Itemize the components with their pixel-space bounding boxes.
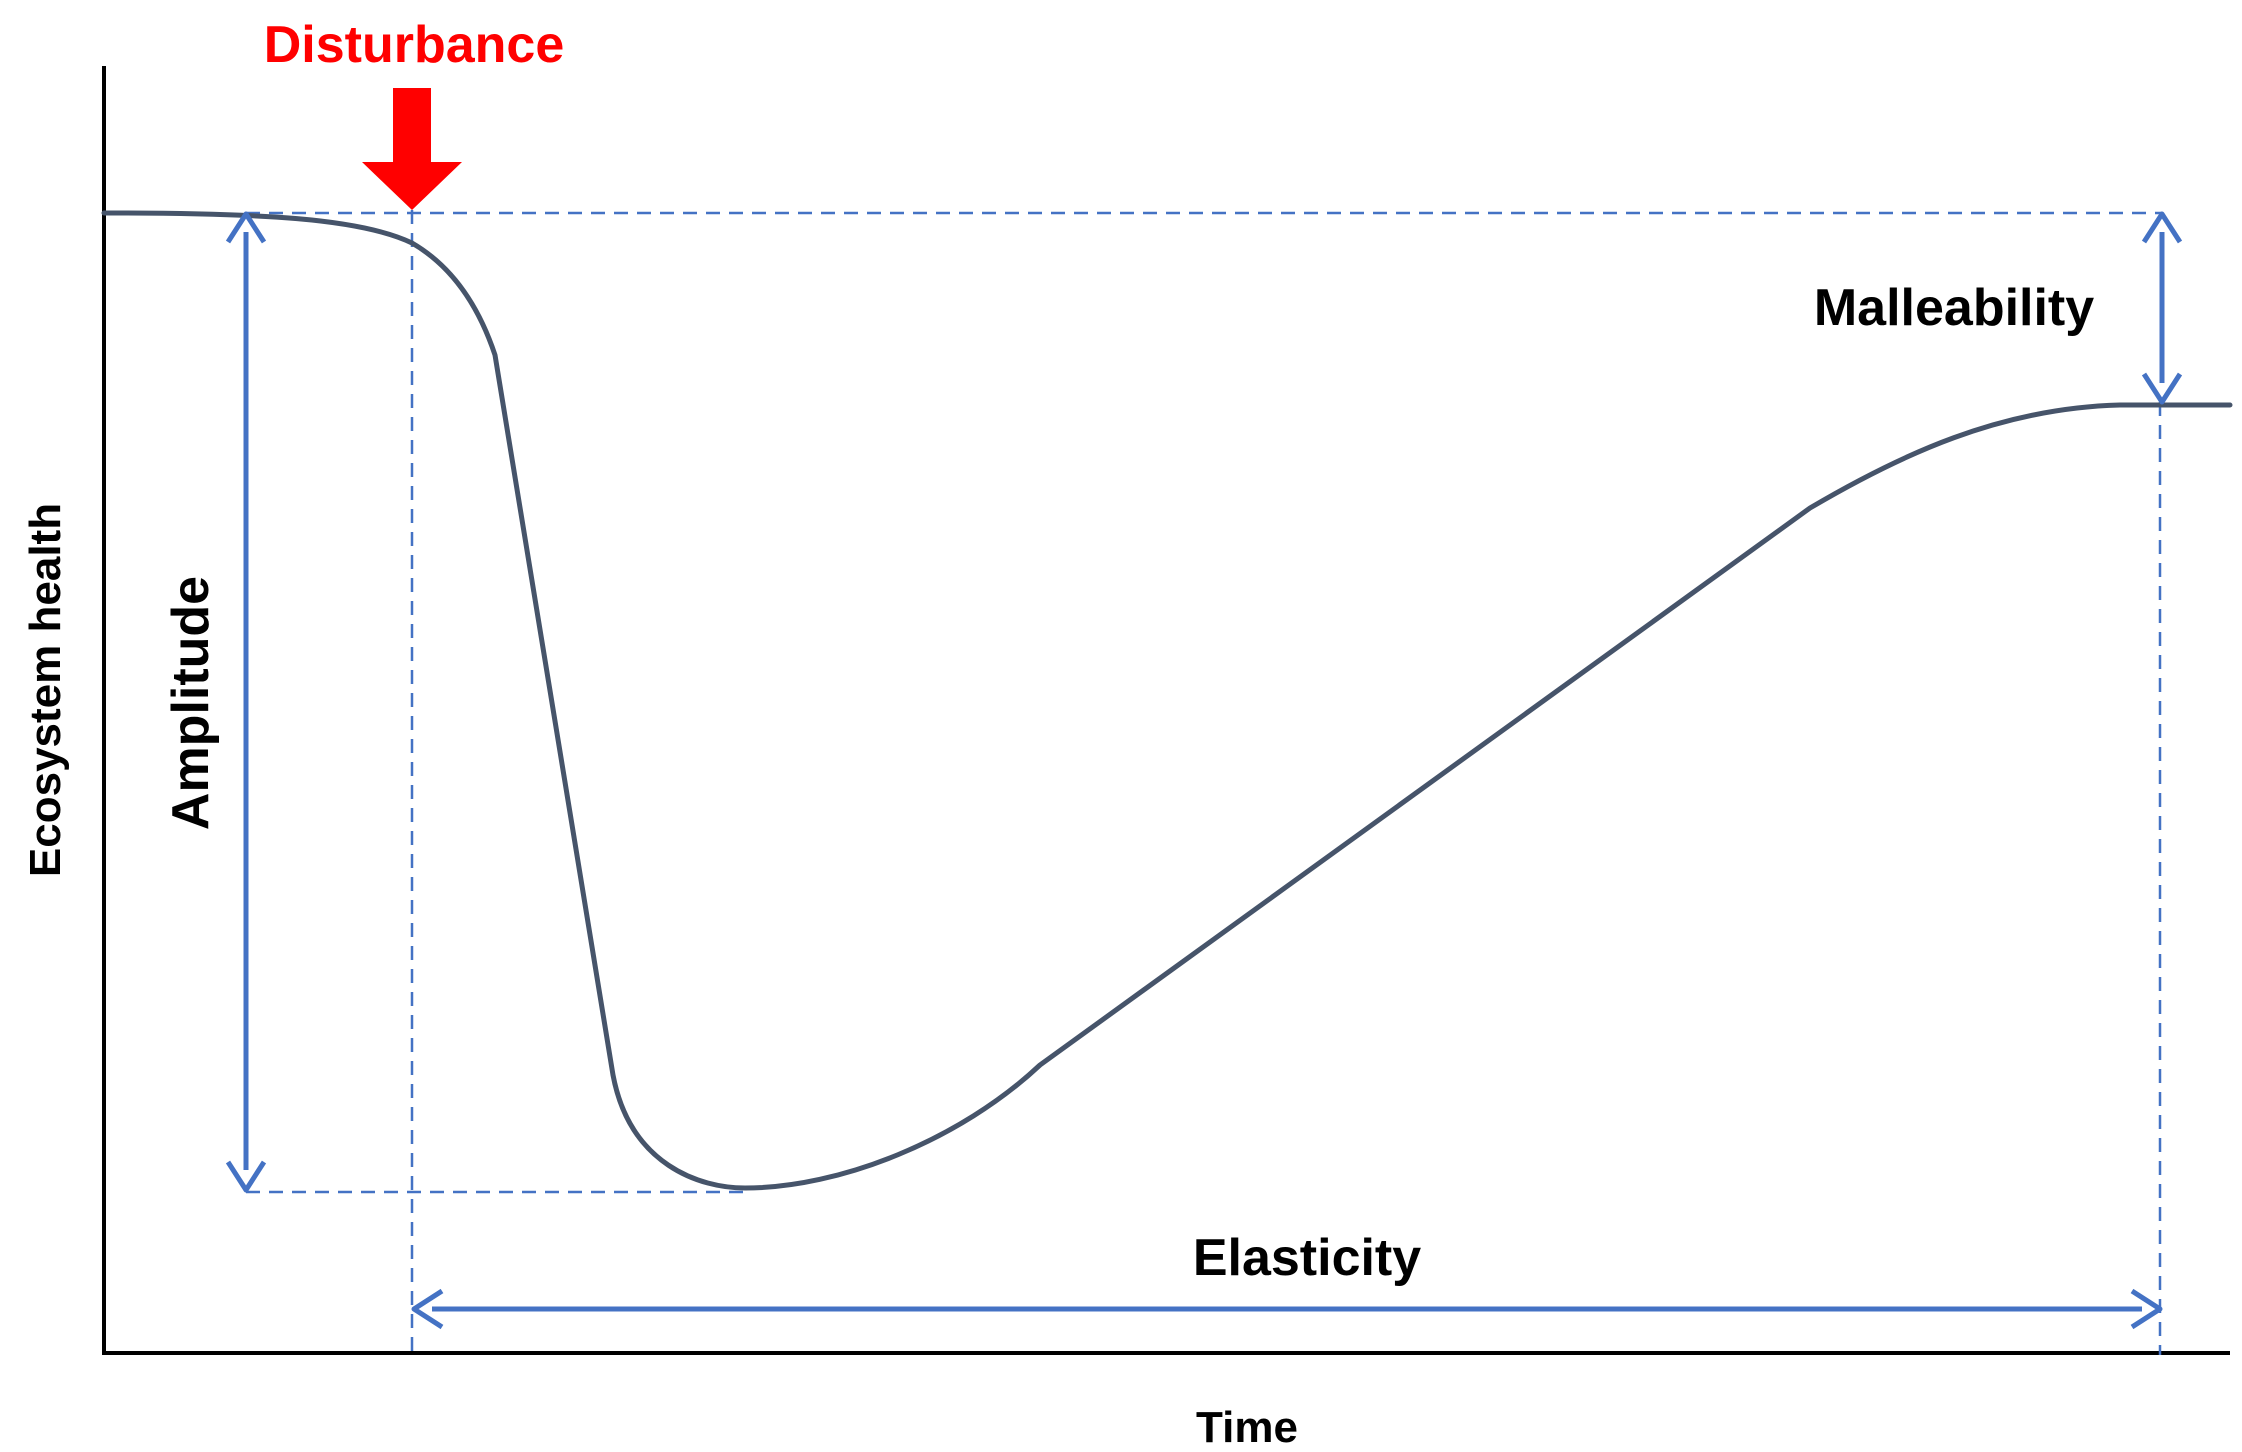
x-axis-label: Time [1196,1403,1298,1452]
amplitude-arrowhead-bottom [225,1160,267,1193]
disturbance-label: Disturbance [264,16,565,74]
amplitude-arrow [225,211,267,1193]
amplitude-arrowhead-top [225,211,267,244]
y-axis-label: Ecosystem health [21,503,70,877]
malleability-arrowhead-bottom [2141,372,2183,405]
ecosystem-health-curve [101,210,2233,1191]
malleability-arrow [2141,211,2183,405]
disturbance-arrow-icon [362,88,462,210]
elasticity-arrowhead-right [2130,1288,2163,1330]
axes [102,66,2230,1355]
malleability-label: Malleability [1814,279,2094,337]
elasticity-label: Elasticity [1193,1229,1421,1287]
guide-lines [246,210,2162,1355]
malleability-arrowhead-top [2141,211,2183,244]
amplitude-label: Amplitude [162,576,220,830]
elasticity-arrow [411,1288,2163,1330]
elasticity-arrowhead-left [411,1288,444,1330]
